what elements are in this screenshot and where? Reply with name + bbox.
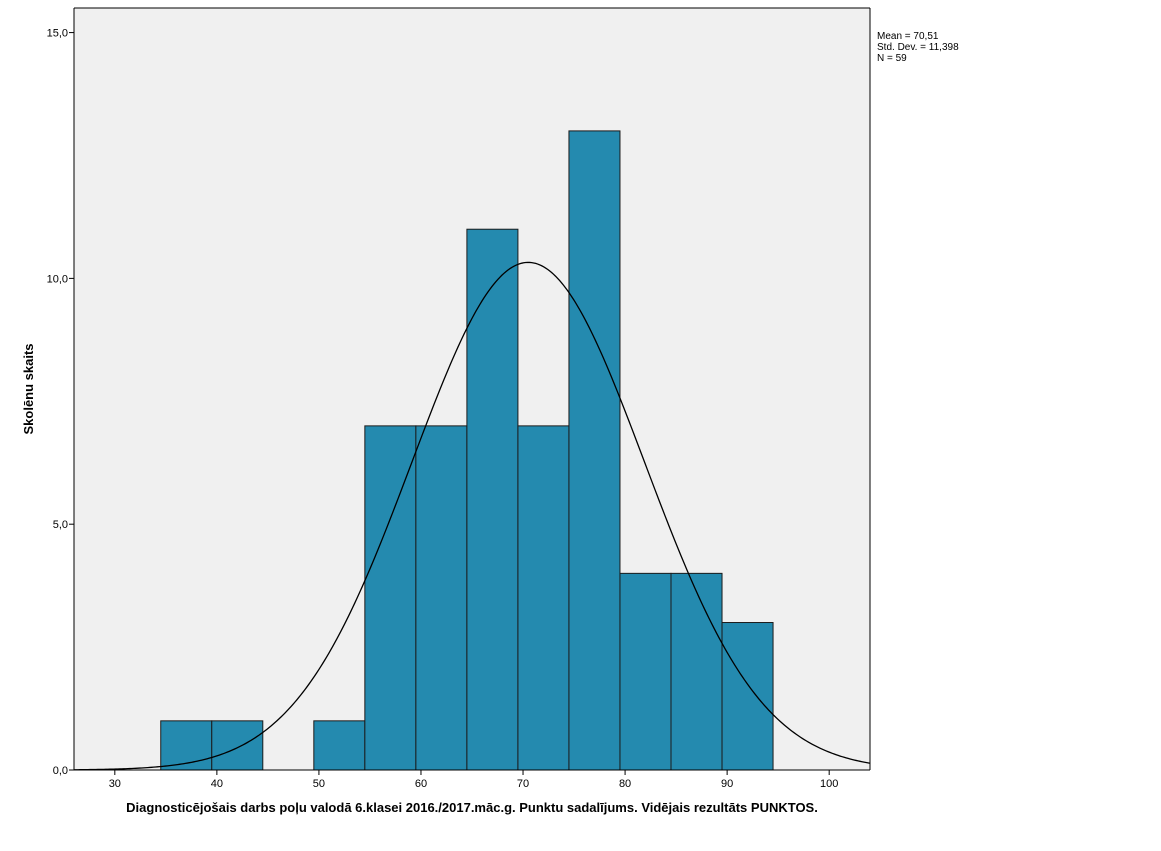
bars-layer — [160, 130, 774, 771]
histogram-bar-11 — [721, 622, 774, 771]
y-tick-label-10: 10,0 — [47, 273, 68, 285]
y-axis-title: Skolēnu skaits — [21, 343, 36, 434]
histogram-bar-4 — [364, 425, 417, 771]
x-tick-label-70: 70 — [517, 778, 529, 790]
x-tick-label-60: 60 — [415, 778, 427, 790]
x-tick-label-80: 80 — [619, 778, 631, 790]
stats-mean: Mean = 70,51 — [877, 31, 939, 42]
y-tick-label-0: 0,0 — [53, 765, 68, 777]
x-tick-label-50: 50 — [313, 778, 325, 790]
normal-curve — [73, 261, 871, 771]
histogram-bar-1 — [160, 720, 213, 771]
histogram-bar-7 — [517, 425, 570, 771]
x-tick-label-40: 40 — [211, 778, 223, 790]
stats-box: Mean = 70,51 Std. Dev. = 11,398 N = 59 — [877, 31, 959, 64]
histogram-bar-9 — [619, 572, 672, 771]
axes-layer: 30 40 50 60 70 80 90 100 0,0 5,0 10,0 15,0 — [47, 7, 871, 790]
x-tick-label-90: 90 — [721, 778, 733, 790]
histogram-bar-3 — [313, 720, 366, 771]
histogram-bar-2 — [211, 720, 264, 771]
y-tick-label-5: 5,0 — [53, 519, 68, 531]
stats-std-dev: Std. Dev. = 11,398 — [877, 42, 959, 53]
stats-n: N = 59 — [877, 53, 907, 64]
x-tick-label-30: 30 — [109, 778, 121, 790]
histogram-bar-6 — [466, 228, 519, 771]
x-tick-label-100: 100 — [820, 778, 838, 790]
histogram-bar-10 — [670, 572, 723, 771]
histogram-bar-8 — [568, 130, 621, 771]
y-tick-label-15: 15,0 — [47, 28, 68, 40]
histogram-bar-5 — [415, 425, 468, 771]
x-axis-title: Diagnosticējošais darbs poļu valodā 6.kl… — [126, 800, 818, 815]
